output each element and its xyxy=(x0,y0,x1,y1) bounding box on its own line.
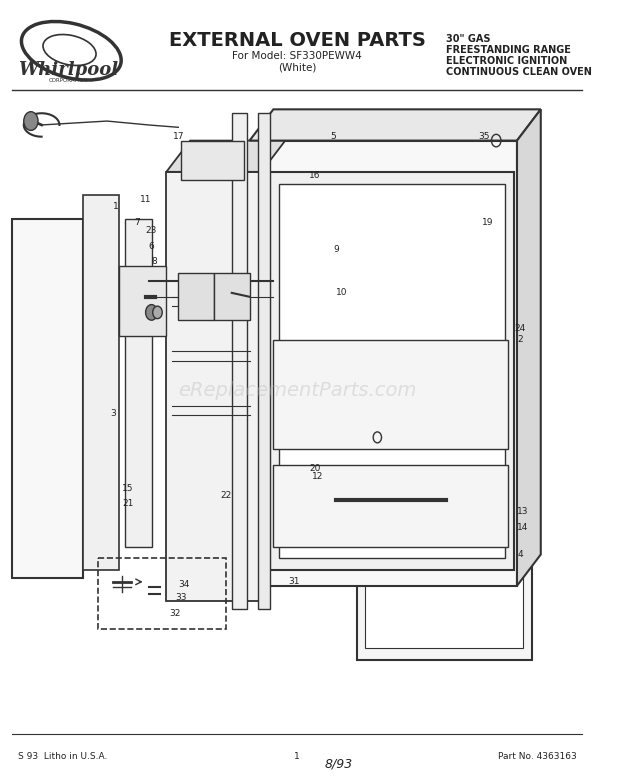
Text: 15: 15 xyxy=(122,483,133,493)
Text: 10: 10 xyxy=(336,288,347,298)
Polygon shape xyxy=(270,172,514,570)
Polygon shape xyxy=(250,109,541,141)
Text: 32: 32 xyxy=(170,608,181,618)
Polygon shape xyxy=(181,141,244,180)
Text: 5: 5 xyxy=(330,132,335,141)
Polygon shape xyxy=(166,172,262,601)
Polygon shape xyxy=(259,113,270,609)
Text: Whirlpool: Whirlpool xyxy=(18,61,118,80)
Polygon shape xyxy=(83,195,119,570)
Text: (White): (White) xyxy=(278,62,316,72)
Text: 33: 33 xyxy=(175,593,187,602)
Text: 12: 12 xyxy=(312,472,324,481)
Text: 14: 14 xyxy=(517,522,529,532)
Text: EXTERNAL OVEN PARTS: EXTERNAL OVEN PARTS xyxy=(169,31,425,50)
Text: Part No. 4363163: Part No. 4363163 xyxy=(498,751,577,761)
Polygon shape xyxy=(365,133,523,648)
Text: 30" GAS: 30" GAS xyxy=(446,34,490,44)
Text: 13: 13 xyxy=(517,507,529,516)
Text: 4: 4 xyxy=(517,550,523,559)
Text: 8: 8 xyxy=(152,257,157,266)
Polygon shape xyxy=(12,219,83,578)
Polygon shape xyxy=(517,109,541,586)
Text: 35: 35 xyxy=(479,132,490,141)
Polygon shape xyxy=(356,121,532,660)
Text: 8/93: 8/93 xyxy=(325,758,353,770)
Text: 11: 11 xyxy=(140,194,151,204)
Text: S 93  Litho in U.S.A.: S 93 Litho in U.S.A. xyxy=(18,751,107,761)
Text: eReplacementParts.com: eReplacementParts.com xyxy=(178,381,416,400)
Text: 7: 7 xyxy=(134,218,140,227)
Text: 31: 31 xyxy=(288,577,300,587)
Text: 1: 1 xyxy=(294,751,300,761)
Polygon shape xyxy=(119,266,166,336)
Polygon shape xyxy=(232,113,247,609)
Text: 2: 2 xyxy=(517,335,523,344)
Text: 3: 3 xyxy=(110,409,116,419)
Text: For Model: SF330PEWW4: For Model: SF330PEWW4 xyxy=(232,52,362,61)
Polygon shape xyxy=(166,141,285,172)
Polygon shape xyxy=(179,273,214,320)
Polygon shape xyxy=(250,141,517,586)
Text: 34: 34 xyxy=(179,580,190,589)
Circle shape xyxy=(146,305,157,320)
Polygon shape xyxy=(279,184,505,558)
Text: 24: 24 xyxy=(515,323,526,333)
Text: 9: 9 xyxy=(333,245,339,255)
Polygon shape xyxy=(214,273,250,320)
Text: 6: 6 xyxy=(149,241,154,251)
Polygon shape xyxy=(273,465,508,547)
Circle shape xyxy=(24,112,38,130)
Text: FREESTANDING RANGE: FREESTANDING RANGE xyxy=(446,45,570,55)
Text: 19: 19 xyxy=(482,218,493,227)
Text: 17: 17 xyxy=(172,132,184,141)
Text: 16: 16 xyxy=(309,171,321,180)
Text: 20: 20 xyxy=(309,464,321,473)
Text: ELECTRONIC IGNITION: ELECTRONIC IGNITION xyxy=(446,56,567,66)
Text: CORPORATION: CORPORATION xyxy=(48,78,88,83)
Polygon shape xyxy=(273,340,508,449)
Text: 22: 22 xyxy=(220,491,231,501)
Text: 1: 1 xyxy=(113,202,119,212)
Text: 21: 21 xyxy=(122,499,133,508)
Polygon shape xyxy=(125,219,151,547)
Circle shape xyxy=(153,306,162,319)
Text: CONTINUOUS CLEAN OVEN: CONTINUOUS CLEAN OVEN xyxy=(446,67,591,77)
Text: 23: 23 xyxy=(146,226,157,235)
